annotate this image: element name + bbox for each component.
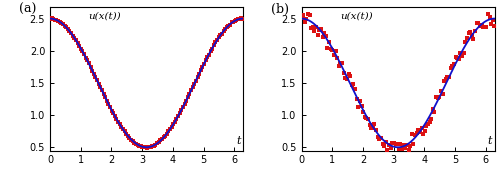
Text: (b): (b)	[270, 3, 288, 16]
Text: t: t	[236, 136, 240, 146]
Text: u(x(t)): u(x(t))	[340, 11, 373, 20]
Text: (a): (a)	[19, 3, 36, 16]
Text: u(x(t)): u(x(t))	[88, 11, 122, 20]
Text: t: t	[488, 136, 492, 146]
